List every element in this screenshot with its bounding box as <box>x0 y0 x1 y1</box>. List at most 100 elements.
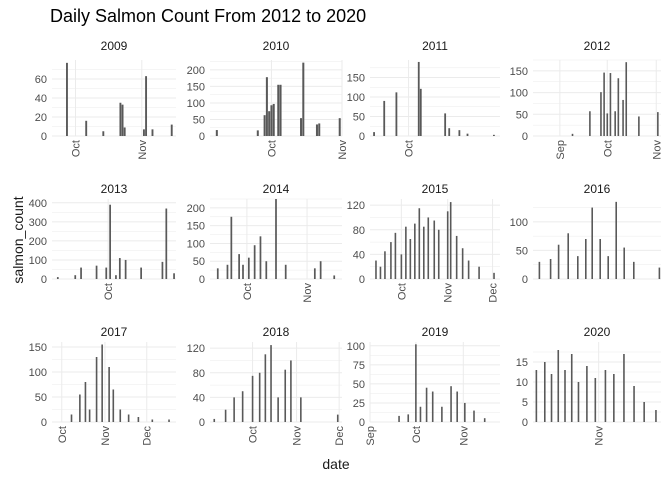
y-tick-label: 0 <box>522 131 528 143</box>
bar <box>535 370 538 422</box>
bar <box>315 124 318 136</box>
bar <box>643 402 645 422</box>
bar <box>118 258 121 279</box>
bar <box>473 410 475 422</box>
x-tick-label: Oct <box>57 426 69 443</box>
x-tick-label: Oct <box>266 140 278 157</box>
bar <box>437 229 440 279</box>
bar <box>142 129 145 136</box>
y-tick-label: 100 <box>510 88 528 100</box>
x-tick-label: Dec <box>334 426 346 446</box>
x-tick-label: Oct <box>242 283 254 300</box>
bar <box>431 391 434 422</box>
bar <box>121 104 124 136</box>
y-tick-label: 60 <box>35 74 47 86</box>
chart-title: Daily Salmon Count From 2012 to 2020 <box>50 6 367 26</box>
bar <box>550 374 553 422</box>
bar <box>586 366 588 422</box>
y-tick-label: 100 <box>187 98 205 110</box>
y-tick-label: 100 <box>29 255 47 267</box>
facet-panel-2015: 2015 0 40 80 120 Oct Nov Dec <box>347 182 500 303</box>
bar <box>633 261 635 279</box>
bar <box>272 103 275 136</box>
bar <box>405 226 407 279</box>
x-tick-label: Nov <box>458 426 470 446</box>
y-tick-label: 200 <box>29 236 47 248</box>
facet-panel-2010: 2010 0 50 100 150 200 Oct Nov <box>187 39 349 160</box>
x-tick-label: Dec <box>142 426 154 446</box>
x-tick-label: Nov <box>337 140 349 160</box>
bar <box>614 111 616 136</box>
bar <box>538 261 541 279</box>
bar <box>115 275 117 279</box>
bar <box>95 357 98 422</box>
x-tick-label: Oct <box>411 426 423 443</box>
bar <box>251 375 254 422</box>
facet-label: 2020 <box>584 325 611 339</box>
y-tick-label: 0 <box>522 274 528 286</box>
y-tick-label: 150 <box>187 221 205 233</box>
y-tick-label: 50 <box>516 245 528 257</box>
facet-panel-2009: 2009 0 20 40 60 Oct Nov <box>35 39 176 160</box>
facet-panel-2012: 2012 0 50 100 150 Sep Oct Nov <box>510 39 664 160</box>
bar <box>384 251 386 279</box>
bar <box>449 202 452 279</box>
bar <box>591 207 593 279</box>
y-tick-label: 25 <box>353 398 365 410</box>
bar <box>247 257 250 279</box>
facet-label: 2009 <box>101 39 128 53</box>
bar <box>66 62 68 136</box>
bar <box>84 382 87 422</box>
bar <box>419 406 422 422</box>
bar <box>461 248 464 279</box>
facet-panel-2014: 2014 0 50 100 150 200 Oct Nov <box>187 182 342 303</box>
bar <box>145 76 148 136</box>
bar <box>433 220 436 279</box>
x-tick-label: Nov <box>443 283 455 303</box>
bar <box>623 354 625 422</box>
y-tick-label: 0 <box>41 131 47 143</box>
facet-label: 2014 <box>263 182 290 196</box>
x-tick-label: Oct <box>396 283 408 300</box>
bar <box>444 113 447 136</box>
bar <box>607 256 609 279</box>
bar <box>268 111 271 136</box>
bar <box>613 374 615 422</box>
facet-label: 2010 <box>263 39 290 53</box>
y-tick-label: 150 <box>29 342 47 354</box>
facet-panel-2018: 2018 0 40 80 120 Oct Nov Dec <box>187 325 347 446</box>
y-tick-label: 300 <box>29 217 47 229</box>
bar <box>319 261 322 279</box>
x-tick-label: Oct <box>602 140 614 157</box>
bar <box>56 277 59 279</box>
bar <box>395 92 398 136</box>
y-tick-label: 0 <box>199 274 205 286</box>
bar <box>173 273 175 279</box>
bar <box>70 414 73 422</box>
bar <box>108 367 110 422</box>
bar <box>336 414 339 422</box>
bar <box>112 389 115 422</box>
y-tick-label: 40 <box>35 93 47 105</box>
x-tick-label: Nov <box>594 426 606 446</box>
x-tick-label: Nov <box>302 283 314 303</box>
bar <box>263 115 266 136</box>
y-tick-label: 50 <box>516 109 528 121</box>
y-tick-label: 150 <box>510 66 528 78</box>
bar <box>557 244 560 279</box>
bar <box>419 88 422 136</box>
y-tick-label: 0 <box>199 417 205 429</box>
bar <box>615 201 617 279</box>
x-tick-label: Sep <box>365 426 377 446</box>
bar <box>300 118 303 136</box>
bar <box>464 402 466 422</box>
bar <box>549 259 552 279</box>
y-tick-label: 40 <box>353 249 365 261</box>
x-tick-label: Nov <box>292 426 304 446</box>
x-tick-label: Oct <box>103 283 115 300</box>
bar <box>570 354 573 422</box>
bar <box>625 62 628 136</box>
bar <box>603 72 605 136</box>
x-tick-label: Nov <box>137 140 149 160</box>
y-tick-label: 0 <box>199 131 205 143</box>
